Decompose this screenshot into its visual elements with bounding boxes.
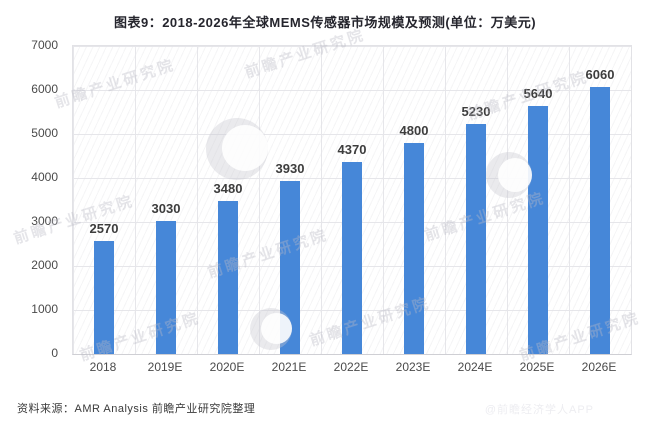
bar-value-label: 3030	[151, 201, 181, 216]
x-tick-label: 2018	[89, 360, 117, 374]
y-tick-label: 4000	[31, 170, 58, 184]
y-axis: 7000 6000 5000 4000 3000 2000 1000 0	[0, 38, 58, 360]
y-tick-label: 5000	[31, 126, 58, 140]
corner-watermark: @前瞻经济学人APP	[484, 404, 594, 416]
bar	[528, 106, 548, 354]
source-note: 资料来源：AMR Analysis 前瞻产业研究院整理	[17, 403, 256, 415]
bar	[404, 143, 424, 354]
bar-value-label: 3480	[213, 181, 243, 196]
bars-layer: 2570 3030 3480 3930 4370 4800 5230 5640 6060	[73, 46, 631, 354]
y-tick-label: 1000	[31, 302, 58, 316]
bar-slot: 5640	[507, 46, 569, 354]
bar-value-label: 4370	[337, 142, 367, 157]
x-tick-label: 2019E	[147, 360, 183, 374]
bar-slot: 2570	[73, 46, 135, 354]
bar-value-label: 6060	[585, 67, 615, 82]
y-tick-label: 6000	[31, 82, 58, 96]
bar	[156, 221, 176, 354]
bar-value-label: 5230	[461, 104, 491, 119]
x-tick-label: 2021E	[271, 360, 307, 374]
x-tick-label: 2025E	[519, 360, 555, 374]
bar-value-label: 3930	[275, 161, 305, 176]
bar-slot: 3930	[259, 46, 321, 354]
bar-value-label: 5640	[523, 86, 553, 101]
bar-value-label: 4800	[399, 123, 429, 138]
bar-slot: 4800	[383, 46, 445, 354]
bar	[590, 87, 610, 354]
y-tick-label: 2000	[31, 258, 58, 272]
bar-slot: 4370	[321, 46, 383, 354]
bar	[94, 241, 114, 354]
y-tick-label: 3000	[31, 214, 58, 228]
bar-slot: 6060	[569, 46, 631, 354]
y-tick-label: 0	[51, 346, 58, 360]
bar	[466, 124, 486, 354]
x-tick-label: 2023E	[395, 360, 431, 374]
x-tick-label: 2026E	[581, 360, 617, 374]
x-tick-label: 2022E	[333, 360, 369, 374]
plot-area: 2570 3030 3480 3930 4370 4800 5230 5640 6060	[72, 45, 632, 355]
bar	[280, 181, 300, 354]
bar-value-label: 2570	[89, 221, 119, 236]
bar-slot: 5230	[445, 46, 507, 354]
bar-slot: 3480	[197, 46, 259, 354]
bar	[342, 162, 362, 354]
y-tick-label: 7000	[31, 38, 58, 52]
x-tick-label: 2024E	[457, 360, 493, 374]
bar-slot: 3030	[135, 46, 197, 354]
x-axis: 2018 2019E 2020E 2021E 2022E 2023E 2024E 2025E 2…	[72, 360, 630, 374]
chart-title: 图表9：2018-2026年全球MEMS传感器市场规模及预测(单位：万美元)	[113, 15, 537, 30]
x-tick-label: 2020E	[209, 360, 245, 374]
bar	[218, 201, 238, 354]
